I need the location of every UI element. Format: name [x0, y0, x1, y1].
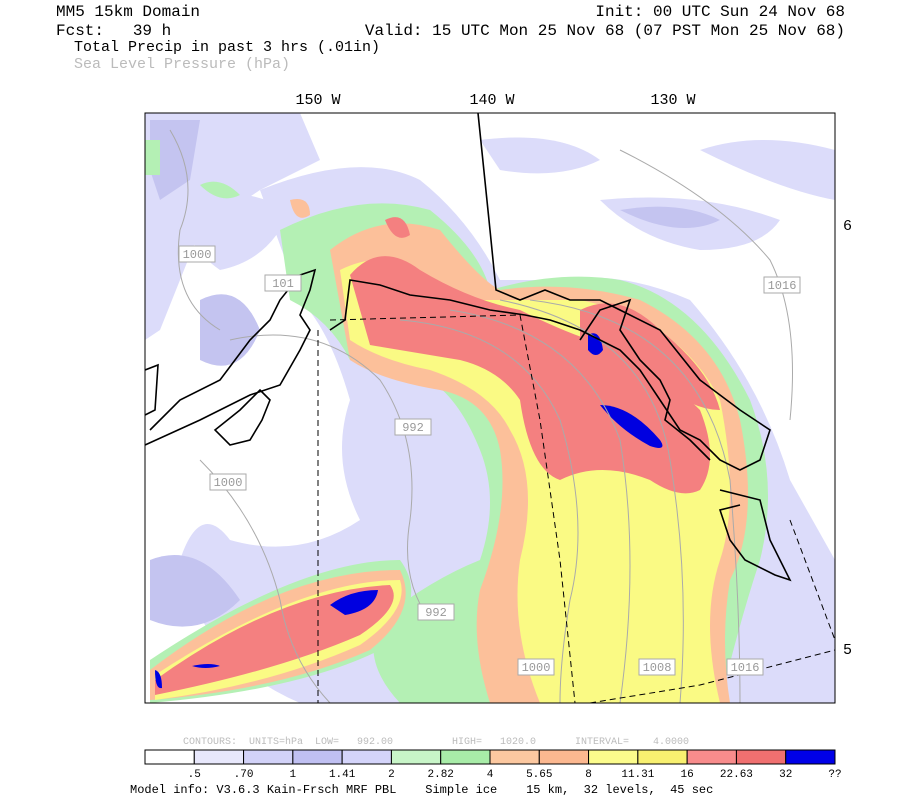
colorbar-label: 22.63 — [720, 769, 753, 781]
colorbar-swatch — [588, 749, 639, 765]
contour-label: 1008 — [643, 661, 672, 675]
colorbar-label: 1 — [290, 769, 297, 781]
valid-time: Valid: 15 UTC Mon 25 Nov 68 (07 PST Mon … — [365, 22, 845, 40]
field-title: Total Precip in past 3 hrs (.01in) — [74, 39, 380, 56]
colorbar-label: 2.82 — [428, 769, 454, 781]
colorbar-swatch — [538, 749, 590, 765]
init-time: Init: 00 UTC Sun 24 Nov 68 — [595, 3, 845, 21]
latitude-label: 5 — [843, 642, 852, 659]
colorbar-label: 8 — [585, 769, 592, 781]
model-info: Model info: V3.6.3 Kain-Frsch MRF PBL Si… — [130, 783, 713, 797]
contour-label-box — [264, 274, 302, 292]
colorbar-label: 5.65 — [526, 769, 552, 781]
contour-label: 1000 — [183, 248, 212, 262]
contour-label-box — [638, 658, 676, 676]
colorbar-swatch — [489, 749, 540, 765]
contour-label: 992 — [402, 421, 424, 435]
colorbar-swatch — [735, 749, 787, 765]
latitude-label: 6 — [843, 218, 852, 235]
contour-label-box — [726, 658, 764, 676]
colorbar-label: 32 — [779, 769, 792, 781]
forecast-hour: Fcst: 39 h — [56, 22, 171, 40]
longitude-label: 130 W — [650, 92, 695, 109]
domain-title: MM5 15km Domain — [56, 3, 200, 21]
contour-info: HIGH= 1020.0 — [452, 737, 536, 748]
colorbar-swatch — [193, 749, 245, 765]
colorbar-label: 4 — [487, 769, 494, 781]
colorbar-label: 1.41 — [329, 769, 356, 781]
contour-label: 1016 — [768, 279, 797, 293]
colorbar-swatch — [341, 749, 392, 765]
contour-label-box — [209, 473, 247, 491]
colorbar-swatch — [785, 749, 836, 765]
contour-label: 1000 — [522, 661, 551, 675]
contour-labels: 1000 1016 992 1000 992 1000 1008 1016 101 — [178, 245, 801, 676]
contour-label: 101 — [272, 277, 294, 291]
map-frame — [144, 112, 836, 704]
precip-map — [145, 113, 835, 703]
colorbar-swatch — [292, 749, 343, 765]
colorbar: .5 .70 1 1.41 2 2.82 4 5.65 8 11.31 16 22.63 32?? — [144, 749, 842, 781]
contour-label: 992 — [425, 606, 447, 620]
colorbar-swatch — [390, 749, 442, 765]
contour-info: INTERVAL= 4.0000 — [575, 737, 689, 748]
colorbar-label: 11.31 — [621, 769, 654, 781]
colorbar-label: 2 — [388, 769, 395, 781]
contour-label-box — [763, 276, 801, 294]
contour-label-box — [394, 418, 432, 436]
contour-info: CONTOURS: UNITS=hPa LOW= 992.00 — [183, 736, 393, 748]
colorbar-label: .5 — [188, 769, 201, 781]
colorbar-label: ?? — [828, 769, 841, 781]
longitude-label: 150 W — [295, 92, 340, 109]
colorbar-swatch — [440, 749, 491, 765]
colorbar-swatch — [637, 749, 688, 765]
colorbar-swatch — [144, 749, 195, 765]
colorbar-swatch — [686, 749, 737, 765]
contour-label-box — [417, 603, 455, 621]
colorbar-label: 16 — [681, 769, 694, 781]
contour-label: 1000 — [214, 476, 243, 490]
contour-field-title: Sea Level Pressure (hPa) — [74, 56, 290, 73]
contour-label: 1016 — [731, 661, 760, 675]
colorbar-label: .70 — [234, 769, 254, 781]
longitude-label: 140 W — [469, 92, 514, 109]
colorbar-swatch — [243, 749, 294, 765]
contour-label-box — [517, 658, 555, 676]
contour-label-box — [178, 245, 216, 263]
